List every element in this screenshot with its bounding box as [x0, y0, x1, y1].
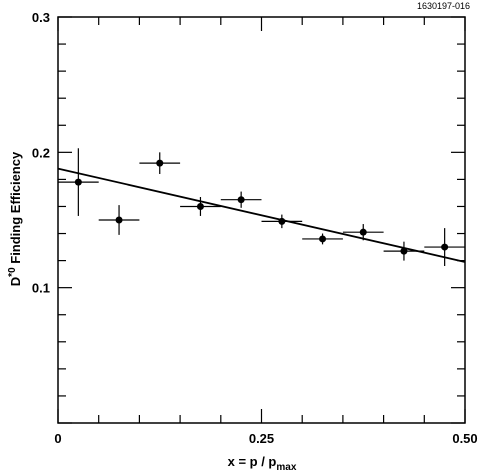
data-point: [98, 205, 140, 235]
point-marker: [278, 217, 286, 225]
fit-line: [57, 167, 466, 263]
data-point: [58, 148, 99, 216]
point-marker: [319, 235, 327, 243]
point-marker: [359, 228, 367, 236]
fit-line-group: [57, 167, 466, 263]
point-marker: [115, 216, 123, 224]
figure-id: 1630197-016: [417, 1, 470, 11]
point-marker: [237, 196, 245, 204]
x-tick-label: 0.25: [249, 431, 274, 446]
data-points: [58, 148, 465, 267]
y-tick-label: 0.3: [32, 10, 50, 25]
data-point: [424, 228, 465, 267]
data-point: [302, 233, 343, 245]
data-point: [383, 241, 425, 261]
point-marker: [156, 159, 164, 167]
point-marker: [74, 178, 82, 186]
data-point: [342, 224, 384, 241]
point-marker: [400, 247, 408, 255]
y-axis-title: D*0 Finding Efficiency: [7, 151, 23, 286]
point-marker: [441, 243, 449, 251]
x-tick-label: 0.50: [452, 431, 477, 446]
data-point: [261, 214, 303, 229]
x-axis-title: x = p / pmax: [228, 454, 297, 473]
tick-labels: 0 0.25 0.50 0.1 0.2 0.3: [32, 10, 478, 446]
point-marker: [196, 202, 204, 210]
data-point: [180, 196, 221, 216]
y-tick-label: 0.2: [32, 145, 50, 160]
x-tick-label: 0: [54, 431, 61, 446]
axis-ticks: [57, 16, 466, 424]
y-tick-label: 0.1: [32, 281, 50, 296]
data-point: [139, 152, 181, 174]
data-point: [220, 191, 262, 208]
